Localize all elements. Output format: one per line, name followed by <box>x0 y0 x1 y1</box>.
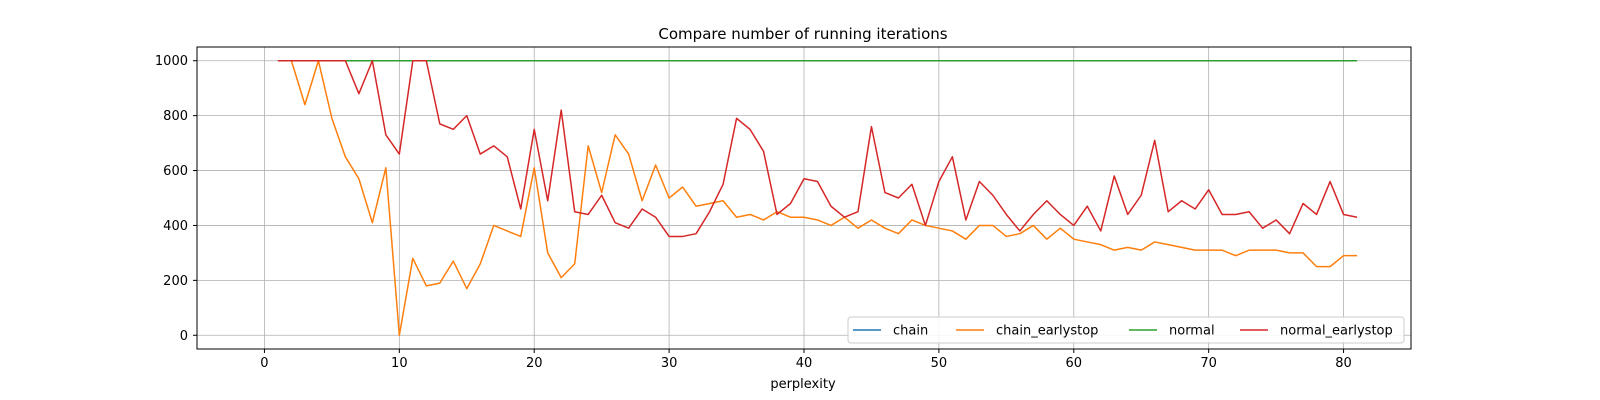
legend-label-normal-earlystop: normal_earlystop <box>1280 324 1393 339</box>
y-tick-label: 1000 <box>155 54 188 69</box>
x-tick-label: 40 <box>796 356 813 371</box>
series-line-chain-earlystop <box>277 59 1358 337</box>
x-tick-label: 30 <box>661 356 678 371</box>
x-tick-label: 10 <box>391 356 408 371</box>
x-axis-label: perplexity <box>770 377 836 392</box>
legend-label-normal: normal <box>1169 324 1215 339</box>
x-tick-label: 0 <box>260 356 268 371</box>
legend: chain chain_earlystop normal normal_earlyst… <box>847 316 1405 344</box>
legend-box <box>847 316 1405 344</box>
y-tick-label: 600 <box>163 164 188 179</box>
y-tick-label: 0 <box>180 329 188 344</box>
chart-title: Compare number of running iterations <box>658 25 947 43</box>
legend-label-chain: chain <box>893 324 928 339</box>
x-tick-label: 20 <box>526 356 543 371</box>
y-tick-label: 400 <box>163 219 188 234</box>
x-tick-label: 80 <box>1335 356 1352 371</box>
x-tick-label: 60 <box>1066 356 1083 371</box>
series-line-normal-earlystop <box>277 59 1358 238</box>
legend-label-chain-earlystop: chain_earlystop <box>996 324 1098 339</box>
y-tick-label: 200 <box>163 274 188 289</box>
y-tick-label: 800 <box>163 109 188 124</box>
series-lines <box>277 59 1358 337</box>
x-tick-label: 50 <box>931 356 948 371</box>
x-tick-label: 70 <box>1200 356 1217 371</box>
